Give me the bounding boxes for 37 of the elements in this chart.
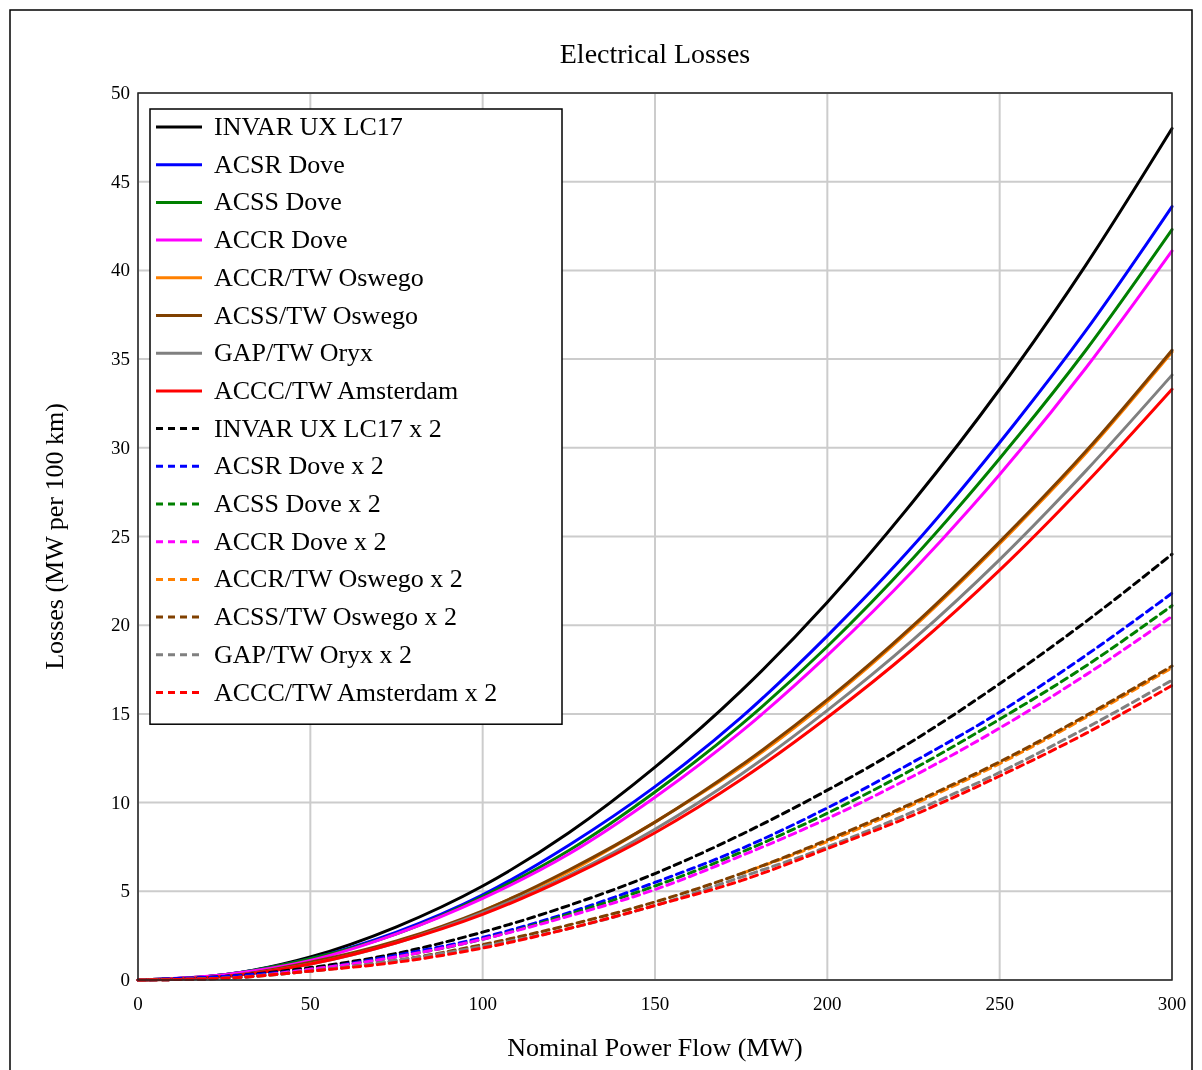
legend-label: ACCR/TW Oswego (214, 262, 424, 292)
legend-label: ACSS/TW Oswego x 2 (214, 602, 457, 632)
y-tick-label: 35 (111, 348, 130, 370)
y-tick-label: 40 (111, 259, 130, 281)
y-tick-label: 0 (120, 969, 130, 990)
x-tick-label: 300 (1157, 993, 1187, 1014)
x-axis-title: Nominal Power Flow (MW) (507, 1033, 803, 1062)
y-tick-label: 50 (111, 82, 130, 103)
x-tick-label: 150 (640, 993, 670, 1014)
y-axis-title: Losses (MW per 100 km) (40, 403, 69, 670)
y-tick-label: 15 (111, 702, 130, 724)
legend-label: ACCC/TW Amsterdam x 2 (214, 677, 498, 707)
x-tick-label: 100 (468, 993, 497, 1014)
x-tick-label: 50 (300, 993, 320, 1014)
legend-label: ACSR Dove (214, 149, 345, 179)
y-tick-label: 30 (111, 436, 130, 458)
legend-label: GAP/TW Oryx (214, 338, 374, 368)
y-tick-label: 20 (111, 614, 130, 636)
legend-label: INVAR UX LC17 x 2 (214, 413, 442, 443)
legend-label: ACSR Dove x 2 (214, 451, 384, 481)
x-tick-label: 250 (985, 993, 1014, 1014)
legend-label: ACSS/TW Oswego (214, 300, 418, 330)
legend-label: ACCR Dove x 2 (214, 526, 387, 556)
legend-label: ACCR/TW Oswego x 2 (214, 564, 463, 594)
y-tick-label: 25 (111, 525, 130, 547)
legend-label: ACCC/TW Amsterdam (214, 375, 459, 405)
y-tick-label: 45 (111, 170, 130, 192)
y-tick-label: 5 (120, 880, 130, 902)
legend-label: ACCR Dove (214, 225, 348, 255)
legend-label: INVAR UX LC17 (214, 112, 403, 141)
x-tick-label: 0 (133, 993, 143, 1014)
x-tick-label: 200 (813, 993, 842, 1014)
y-tick-label: 10 (111, 791, 130, 813)
legend-label: ACSS Dove x 2 (214, 489, 381, 518)
legend-label: GAP/TW Oryx x 2 (214, 639, 413, 669)
legend-label: ACSS Dove (214, 187, 342, 217)
chart-title: Electrical Losses (559, 38, 751, 69)
